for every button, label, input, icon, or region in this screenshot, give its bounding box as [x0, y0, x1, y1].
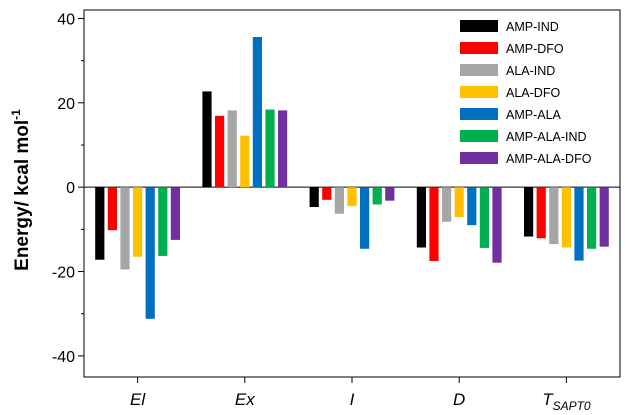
legend-label: ALA-IND	[506, 64, 555, 78]
bar	[429, 187, 439, 261]
bar	[442, 187, 452, 222]
legend-label: AMP-ALA-DFO	[506, 152, 592, 166]
legend-swatch	[460, 64, 498, 76]
bar	[587, 187, 597, 249]
y-axis-label: Energy/ kcal mol-1	[9, 109, 33, 271]
bar	[107, 187, 117, 231]
x-tick-label-main: I	[350, 390, 355, 409]
y-tick-label: 40	[57, 11, 75, 28]
x-tick-label-main: T	[542, 390, 554, 409]
legend-label: AMP-ALA	[506, 108, 562, 122]
bar	[549, 187, 559, 245]
x-tick-label-main: El	[130, 390, 146, 409]
x-tick-label: TSAPT0	[542, 390, 591, 413]
bar	[202, 91, 212, 188]
y-axis-label-main: Energy/ kcal mol	[12, 120, 33, 271]
legend-swatch	[460, 42, 498, 54]
bar	[158, 187, 168, 256]
legend-label: AMP-ALA-IND	[506, 130, 587, 144]
y-tick-label: 20	[57, 96, 75, 113]
y-axis: -40 -20 0 20 40	[52, 11, 84, 366]
bar	[492, 187, 502, 263]
bar	[524, 187, 534, 237]
bar	[145, 187, 155, 319]
legend-label: AMP-IND	[506, 20, 559, 34]
bar	[360, 187, 370, 249]
bar	[322, 187, 332, 200]
bar	[278, 110, 288, 188]
bar	[372, 187, 382, 205]
x-tick-label: D	[453, 390, 465, 409]
y-tick-label: -20	[52, 265, 75, 282]
x-tick-label-main: Ex	[235, 390, 255, 409]
bar	[536, 187, 546, 239]
bar	[265, 109, 275, 188]
bars	[95, 36, 609, 319]
bar	[574, 187, 584, 261]
x-tick-label: I	[350, 390, 355, 409]
x-tick-label-subscript: SAPT0	[553, 399, 591, 413]
bar	[416, 187, 426, 248]
bar	[599, 187, 609, 247]
bar	[240, 135, 250, 188]
y-tick-label: -40	[52, 349, 75, 366]
legend-swatch	[460, 20, 498, 32]
bar	[120, 187, 130, 270]
y-axis-label-superscript: -1	[9, 109, 23, 120]
bar	[347, 187, 357, 207]
bar	[467, 187, 477, 226]
bar	[170, 187, 180, 240]
legend-swatch	[460, 86, 498, 98]
legend: AMP-IND AMP-DFO ALA-IND ALA-DFO AMP-ALA AMP-A…	[460, 20, 592, 166]
bar	[227, 110, 237, 188]
bar	[252, 36, 262, 188]
bar	[133, 187, 143, 257]
x-tick-label-main: D	[453, 390, 465, 409]
x-axis: El Ex I D TSAPT0	[130, 377, 591, 413]
legend-swatch	[460, 108, 498, 120]
legend-swatch	[460, 130, 498, 142]
bar	[309, 187, 319, 207]
legend-swatch	[460, 152, 498, 164]
x-tick-label: Ex	[235, 390, 255, 409]
legend-label: ALA-DFO	[506, 86, 560, 100]
bar	[479, 187, 489, 248]
x-tick-label: El	[130, 390, 146, 409]
bar	[561, 187, 571, 248]
legend-label: AMP-DFO	[506, 42, 564, 56]
y-tick-label: 0	[66, 180, 75, 197]
bar	[334, 187, 344, 214]
bar	[385, 187, 395, 201]
bar	[215, 115, 225, 188]
bar	[95, 187, 105, 260]
bar	[454, 187, 464, 218]
